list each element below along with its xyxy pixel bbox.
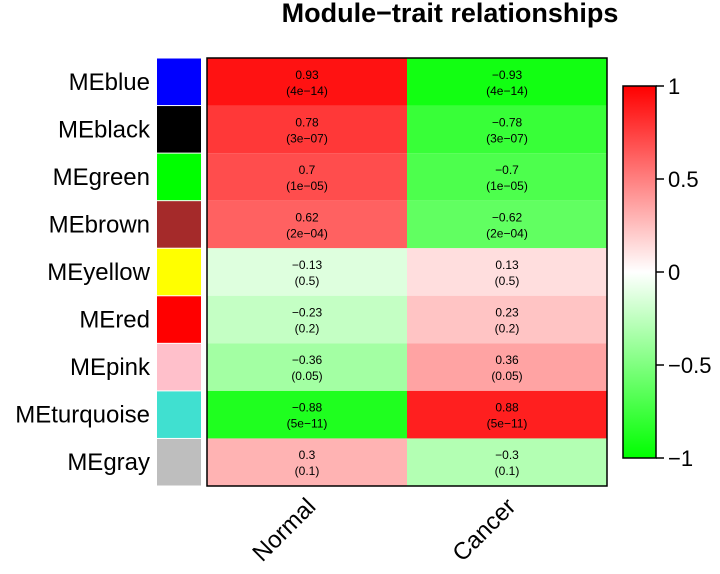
cell-value-label: −0.62 xyxy=(492,210,523,224)
row-swatch-MEgray xyxy=(157,438,201,486)
row-swatch-MEgreen xyxy=(157,153,201,201)
cell-pvalue-label: (0.2) xyxy=(295,322,320,336)
row-label: MEgreen xyxy=(53,164,150,191)
heatmap-cell xyxy=(207,58,407,106)
heatmap-cell xyxy=(207,248,407,296)
cell-value-label: −0.78 xyxy=(492,115,523,129)
row-color-swatches xyxy=(157,58,201,486)
cell-pvalue-label: (1e−05) xyxy=(486,179,528,193)
column-label: Cancer xyxy=(447,493,521,567)
cell-pvalue-label: (5e−11) xyxy=(487,417,528,431)
cell-value-label: 0.93 xyxy=(295,68,319,82)
cell-value-label: −0.23 xyxy=(292,306,323,320)
heatmap-cell xyxy=(207,438,407,486)
cell-pvalue-label: (5e−11) xyxy=(287,417,328,431)
legend-tick-label: −1 xyxy=(668,446,693,471)
cell-pvalue-label: (0.05) xyxy=(491,369,522,383)
cell-value-label: −0.3 xyxy=(495,448,519,462)
plot-border xyxy=(206,57,608,487)
heatmap-cell xyxy=(407,248,607,296)
legend-tick-label: 0 xyxy=(668,260,680,285)
legend-tick-label: 0.5 xyxy=(668,167,699,192)
row-label: MEblack xyxy=(58,116,151,143)
heatmap-cell xyxy=(207,153,407,201)
heatmap-cell xyxy=(407,390,607,439)
cell-value-label: 0.3 xyxy=(299,448,316,462)
cell-value-label: 0.7 xyxy=(299,163,316,177)
cell-value-label: 0.23 xyxy=(495,306,519,320)
cell-value-label: 0.62 xyxy=(295,210,319,224)
row-swatch-MEblack xyxy=(157,106,201,153)
row-label: MEbrown xyxy=(49,211,150,238)
legend-color-bar xyxy=(622,85,657,459)
row-swatch-MEred xyxy=(157,296,201,343)
cell-value-label: −0.88 xyxy=(292,401,323,415)
heatmap-cell xyxy=(407,153,607,201)
cell-value-label: −0.7 xyxy=(495,163,519,177)
heatmap-cell xyxy=(407,200,607,249)
heatmap-cell xyxy=(407,295,607,344)
cell-pvalue-label: (1e−05) xyxy=(286,179,328,193)
row-label: MEgray xyxy=(67,449,150,476)
cell-value-label: −0.13 xyxy=(292,258,323,272)
cell-pvalue-label: (0.1) xyxy=(495,464,520,478)
cell-pvalue-label: (2e−04) xyxy=(286,226,328,240)
row-swatch-MEbrown xyxy=(157,201,201,248)
cell-pvalue-label: (0.2) xyxy=(495,322,520,336)
heatmap-cell xyxy=(207,295,407,344)
cell-pvalue-label: (2e−04) xyxy=(486,226,528,240)
cell-value-label: −0.93 xyxy=(492,68,523,82)
color-legend: 1 0.5 0 −0.5 −1 xyxy=(622,74,711,471)
legend-tick-label: 1 xyxy=(668,74,680,99)
row-swatch-MEblue xyxy=(157,58,201,106)
row-swatch-MEpink xyxy=(157,343,201,391)
row-label: MEpink xyxy=(70,354,151,381)
heatmap-cell xyxy=(207,105,407,154)
heatmap-cells: 0.93 (4e−14) −0.93 (4e−14) 0.78 (3e−07) −0.78 (… xyxy=(207,58,607,486)
heatmap-cell xyxy=(407,343,607,391)
chart-title: Module−trait relationships xyxy=(282,0,619,28)
heatmap-cell xyxy=(407,58,607,106)
cell-pvalue-label: (0.5) xyxy=(295,274,320,288)
cell-pvalue-label: (0.5) xyxy=(495,274,520,288)
heatmap-cell xyxy=(207,200,407,249)
cell-pvalue-label: (0.05) xyxy=(291,369,322,383)
cell-pvalue-label: (0.1) xyxy=(295,464,320,478)
cell-pvalue-label: (4e−14) xyxy=(286,84,328,98)
cell-pvalue-label: (4e−14) xyxy=(486,84,528,98)
heatmap-cell xyxy=(407,105,607,154)
cell-value-label: 0.88 xyxy=(495,401,519,415)
cell-value-label: 0.13 xyxy=(495,258,519,272)
heatmap-cell xyxy=(407,438,607,486)
legend-tick-label: −0.5 xyxy=(668,353,711,378)
cell-value-label: 0.36 xyxy=(495,353,519,367)
cell-pvalue-label: (3e−07) xyxy=(486,131,528,145)
heatmap-cell xyxy=(207,390,407,439)
row-swatch-MEyellow xyxy=(157,248,201,296)
row-label: MEyellow xyxy=(47,259,150,286)
heatmap-cell xyxy=(207,343,407,391)
cell-pvalue-label: (3e−07) xyxy=(286,131,328,145)
row-label: MEturquoise xyxy=(15,402,150,429)
column-label: Normal xyxy=(247,493,321,567)
cell-value-label: 0.78 xyxy=(295,115,319,129)
row-label: MEred xyxy=(79,307,150,334)
cell-value-label: −0.36 xyxy=(292,353,323,367)
row-swatch-MEturquoise xyxy=(157,391,201,438)
row-labels: MEblue MEblack MEgreen MEbrown MEyellow MEred… xyxy=(15,69,151,476)
column-labels: Normal Cancer xyxy=(247,493,521,567)
row-label: MEblue xyxy=(69,69,150,96)
